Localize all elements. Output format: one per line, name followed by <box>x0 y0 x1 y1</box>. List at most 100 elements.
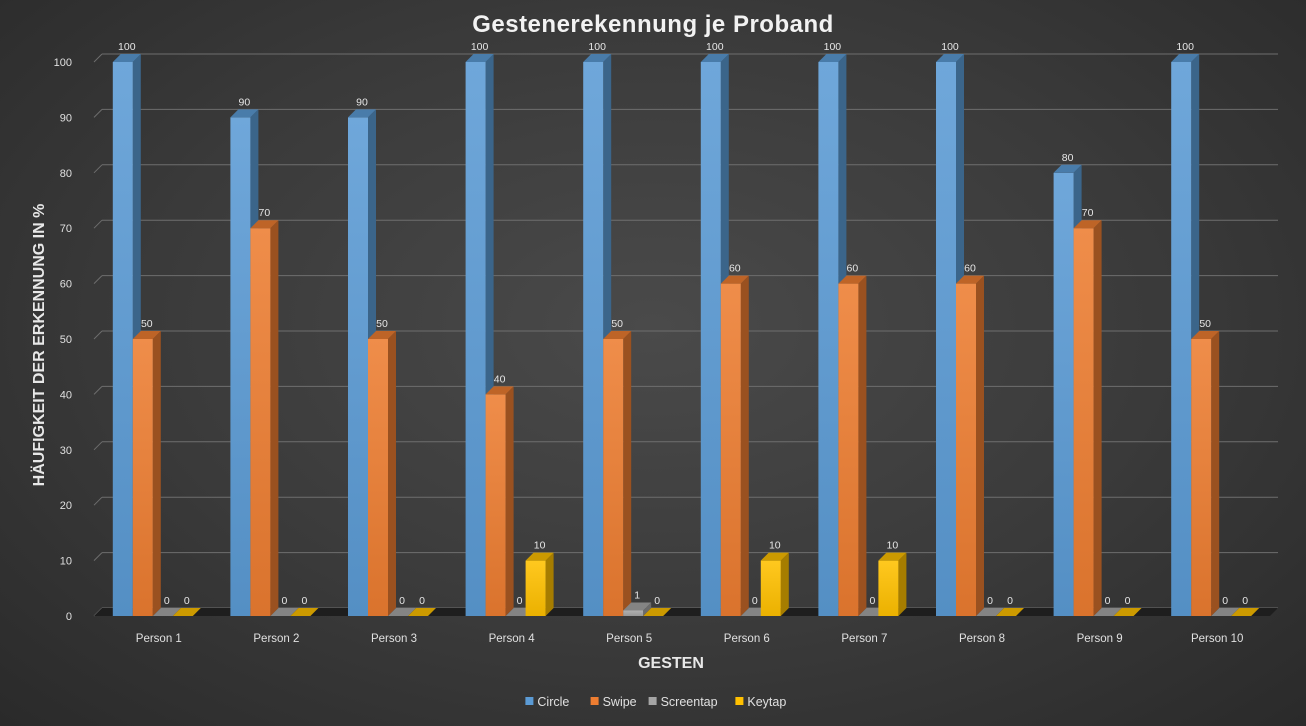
bar-top <box>112 54 141 62</box>
bar-front <box>583 62 604 616</box>
gridline-diagonal <box>93 219 103 229</box>
y-tick-label: 80 <box>60 168 72 180</box>
bar-top <box>348 109 376 118</box>
data-label-swipe-person-5: 50 <box>611 318 623 330</box>
legend-entry-keytap: Keytap <box>747 695 786 709</box>
bar-side <box>780 552 789 616</box>
data-label-keytap-person-2: 0 <box>301 595 307 607</box>
bar-swipe-person-3 <box>368 331 396 616</box>
bar-side <box>643 602 652 616</box>
bar-swipe-person-2 <box>250 220 279 616</box>
chart-title: Gestenerekennung je Proband <box>472 11 834 38</box>
data-label-circle-person-2: 90 <box>239 96 251 108</box>
data-label-keytap-person-1: 0 <box>184 595 190 607</box>
legend-swatch-swipe <box>590 697 599 705</box>
bar-top <box>270 608 299 616</box>
bar-keytap-person-3 <box>408 608 436 616</box>
x-tick-label-person-2: Person 2 <box>253 633 299 645</box>
bar-swipe-person-4 <box>485 386 514 616</box>
x-tick-label-person-9: Person 9 <box>1077 633 1123 645</box>
bar-front <box>1053 172 1074 617</box>
bar-side <box>1211 331 1220 616</box>
bar-swipe-person-10 <box>1191 331 1220 616</box>
legend-swatch-keytap <box>735 697 744 705</box>
bar-keytap-person-2 <box>290 608 319 616</box>
bar-top <box>1113 608 1142 616</box>
bar-keytap-person-1 <box>172 608 201 616</box>
y-tick-label: 0 <box>66 611 72 623</box>
gridline-diagonal <box>93 496 103 506</box>
data-label-circle-person-6: 100 <box>706 41 724 53</box>
bar-top <box>976 608 1004 616</box>
bar-keytap-person-10 <box>1231 608 1260 616</box>
data-label-circle-person-8: 100 <box>941 41 959 53</box>
bar-front <box>485 394 506 616</box>
bar-keytap-person-7 <box>878 552 907 616</box>
bar-keytap-person-8 <box>996 608 1024 616</box>
bar-top <box>525 552 554 561</box>
gridline-diagonal <box>93 164 103 174</box>
data-label-keytap-person-5: 0 <box>654 595 660 607</box>
legend-swatch-screentap <box>648 697 657 705</box>
bar-front <box>132 339 153 616</box>
data-label-circle-person-3: 90 <box>356 96 368 108</box>
bar-top <box>408 608 436 616</box>
bar-top <box>388 608 416 616</box>
bar-screentap-person-8 <box>976 608 1004 616</box>
data-label-screentap-person-7: 0 <box>869 595 875 607</box>
data-label-circle-person-1: 100 <box>118 41 136 53</box>
bar-side <box>623 331 632 616</box>
bar-side <box>898 552 907 616</box>
bar-swipe-person-9 <box>1073 220 1102 616</box>
bar-front <box>720 283 741 616</box>
bar-keytap-person-6 <box>760 552 789 616</box>
bar-top <box>643 608 672 616</box>
bar-top <box>603 331 632 339</box>
bar-screentap-person-10 <box>1211 608 1240 616</box>
gridline-diagonal <box>93 330 103 340</box>
bar-top <box>583 54 612 62</box>
x-axis-categories: Person 1 Person 2 Person 3 Person 4 Person 5… <box>136 633 1244 645</box>
bar-swipe-person-7 <box>838 275 867 616</box>
data-label-keytap-person-10: 0 <box>1242 595 1248 607</box>
y-tick-label: 20 <box>60 500 72 512</box>
bar-front <box>250 228 271 616</box>
legend-entry-screentap: Screentap <box>661 695 718 709</box>
legend: Circle Swipe Screentap Keytap <box>525 695 786 709</box>
data-label-swipe-person-2: 70 <box>259 207 271 219</box>
bar-top <box>1211 608 1240 616</box>
bar-front <box>1073 228 1094 616</box>
data-label-circle-person-5: 100 <box>588 41 606 53</box>
bar-front <box>1191 339 1212 616</box>
data-label-swipe-person-9: 70 <box>1082 207 1094 219</box>
data-label-screentap-person-6: 0 <box>752 595 758 607</box>
bar-top <box>230 109 259 118</box>
bar-front <box>956 283 976 616</box>
bar-top <box>132 331 161 339</box>
data-label-screentap-person-2: 0 <box>281 595 287 607</box>
bar-screentap-person-3 <box>388 608 416 616</box>
bar-front <box>1171 62 1192 616</box>
bar-top <box>465 54 494 62</box>
bar-screentap-person-2 <box>270 608 299 616</box>
bar-top <box>1231 608 1260 616</box>
bar-front <box>700 62 721 616</box>
data-label-screentap-person-9: 0 <box>1105 595 1111 607</box>
y-tick-label: 30 <box>60 445 72 457</box>
y-tick-label: 100 <box>54 57 72 69</box>
legend-entry-swipe: Swipe <box>603 695 637 709</box>
data-label-screentap-person-1: 0 <box>164 595 170 607</box>
x-tick-label-person-10: Person 10 <box>1191 633 1243 645</box>
data-label-screentap-person-5: 1 <box>634 589 640 601</box>
data-label-keytap-person-9: 0 <box>1125 595 1131 607</box>
x-tick-label-person-3: Person 3 <box>371 633 417 645</box>
bar-front <box>112 62 133 616</box>
data-label-swipe-person-10: 50 <box>1199 318 1211 330</box>
bar-front <box>878 560 899 616</box>
bar-front <box>465 62 486 616</box>
y-axis-title: HÄUFIGKEIT DER ERKENNUNG IN % <box>30 204 48 487</box>
bar-side <box>270 220 279 616</box>
bar-front <box>230 117 251 617</box>
bar-keytap-person-9 <box>1113 608 1142 616</box>
